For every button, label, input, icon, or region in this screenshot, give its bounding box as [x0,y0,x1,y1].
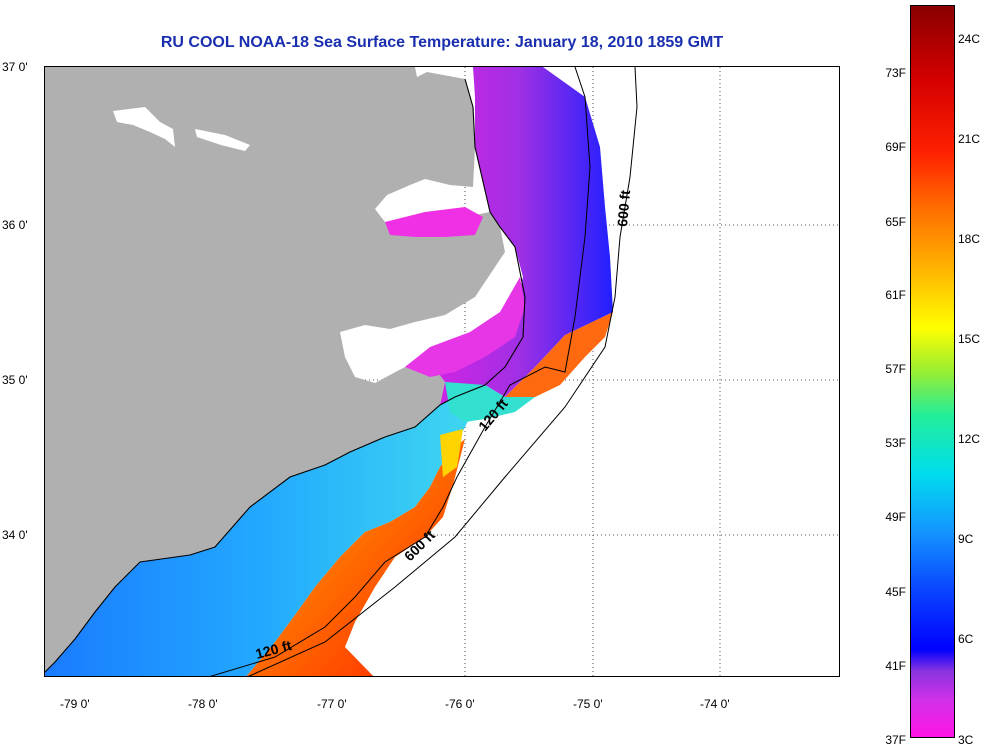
inland-lake [113,107,175,147]
sst-map-svg: 600 ft 120 ft 600 ft 120 ft [45,67,839,676]
shelf-water-north [405,67,613,405]
lon-label-77: -77 0' [317,697,347,711]
colorbar-f-label: 65F [885,215,906,229]
colorbar-f-label: 57F [885,362,906,376]
colorbar-c-label: 21C [958,132,981,146]
colorbar-c-label: 12C [958,432,981,446]
land-mass [45,67,505,672]
colorbar-f-label: 53F [885,436,906,450]
sound-water [385,207,483,237]
colorbar-f-label: 37F [885,733,906,747]
shelf-water-south [45,397,470,676]
temperature-colorbar [910,5,955,738]
colorbar-c-label: 15C [958,332,981,346]
lat-label-35: 35 0' [2,373,28,387]
lon-label-74: -74 0' [700,697,730,711]
gulf-stream-warm-north [505,312,613,397]
colorbar-f-label: 41F [885,659,906,673]
map-title: RU COOL NOAA-18 Sea Surface Temperature:… [160,34,724,51]
isobath-120ft [209,67,591,676]
isobath-label: 600 ft [614,189,633,227]
colorbar-c-label: 3C [958,733,974,747]
colorbar-f-label: 45F [885,585,906,599]
colorbar-f-label: 61F [885,288,906,302]
lon-label-78: -78 0' [188,697,218,711]
colorbar-f-label: 73F [885,66,906,80]
lat-label-37: 37 0' [2,60,28,74]
sst-map: 600 ft 120 ft 600 ft 120 ft [44,66,840,677]
lat-label-34: 34 0' [2,528,28,542]
inland-lake [195,129,250,151]
gulf-stream-warm [246,439,465,676]
colorbar-c-label: 9C [958,532,974,546]
lon-label-75: -75 0' [573,697,603,711]
lon-label-79: -79 0' [60,697,90,711]
lat-label-36: 36 0' [2,218,28,232]
colorbar-c-label: 18C [958,232,981,246]
coastline [45,78,526,673]
colorbar-c-label: 6C [958,632,974,646]
sound-water-south [405,277,525,377]
colorbar-f-label: 69F [885,140,906,154]
warm-patch [440,429,463,477]
isobath-600ft [248,67,638,676]
colorbar-c-label: 24C [958,32,981,46]
colorbar-f-label: 49F [885,510,906,524]
lon-label-76: -76 0' [445,697,475,711]
